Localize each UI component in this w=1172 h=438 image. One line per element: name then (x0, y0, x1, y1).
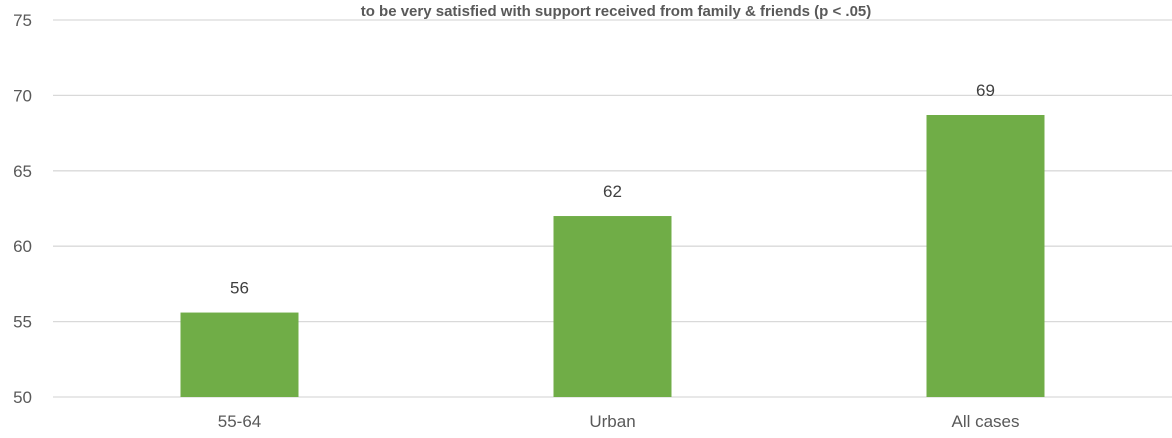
bar-urban (553, 216, 672, 397)
y-tick-label: 75 (13, 11, 32, 30)
y-tick-label: 50 (13, 388, 32, 407)
data-label: 56 (230, 279, 249, 298)
bar-55-64 (180, 312, 299, 397)
x-tick-label: All cases (951, 412, 1019, 431)
x-tick-label: Urban (589, 412, 635, 431)
data-label: 69 (976, 81, 995, 100)
y-tick-label: 70 (13, 86, 32, 105)
data-label: 62 (603, 182, 622, 201)
x-tick-label: 55-64 (218, 412, 261, 431)
y-tick-label: 65 (13, 162, 32, 181)
y-tick-label: 55 (13, 313, 32, 332)
y-tick-label: 60 (13, 237, 32, 256)
chart-title: to be very satisfied with support receiv… (360, 3, 872, 20)
bar-all-cases (926, 115, 1045, 397)
